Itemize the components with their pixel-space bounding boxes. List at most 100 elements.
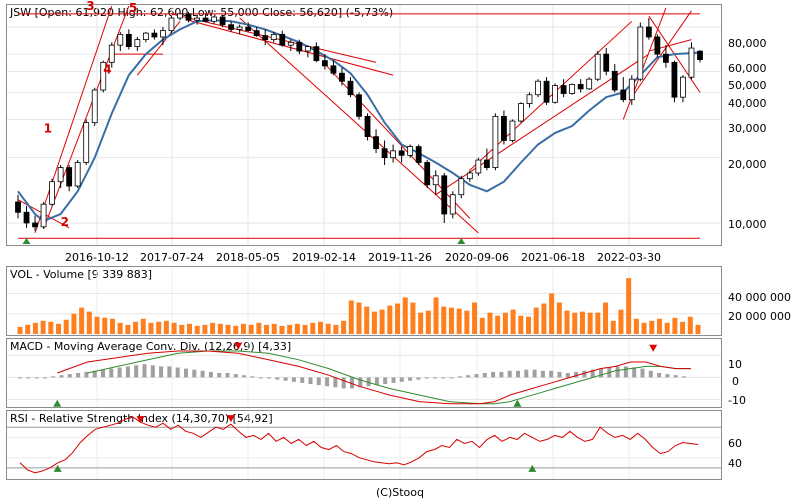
candle-body — [347, 80, 354, 96]
trendline — [43, 5, 130, 229]
macd-histogram-bar — [142, 364, 147, 378]
macd-histogram-bar — [482, 373, 487, 378]
volume-bar — [603, 302, 609, 334]
macd-histogram-bar — [457, 376, 462, 378]
macd-histogram-bar — [657, 373, 662, 378]
macd-histogram-bar — [474, 374, 479, 378]
candle-body — [680, 76, 686, 98]
volume-bar — [526, 316, 531, 334]
price-y-tick: 60,000 — [728, 62, 767, 75]
candle-body — [424, 162, 431, 186]
volume-bar — [564, 310, 570, 334]
volume-bar — [233, 325, 239, 334]
candle-body — [245, 26, 252, 32]
price-y-tick: 80,000 — [728, 37, 767, 50]
volume-bar — [649, 320, 655, 334]
macd-histogram-bar — [26, 377, 31, 379]
macd-y-tick: 10 — [728, 358, 742, 371]
volume-bar — [595, 312, 601, 334]
volume-bar — [86, 311, 92, 334]
macd-histogram-bar — [333, 377, 338, 388]
macd-histogram-bar — [109, 368, 114, 378]
volume-panel: VOL - Volume [9 339 883] — [6, 266, 722, 336]
price-y-tick: 30,000 — [728, 122, 767, 135]
wave-label: 5 — [129, 1, 137, 15]
macd-histogram-bar — [524, 369, 529, 378]
candle-body — [313, 46, 320, 62]
macd-signal-line — [87, 350, 691, 405]
buy-marker — [22, 238, 31, 244]
volume-bar — [695, 324, 701, 334]
volume-bar — [656, 318, 662, 334]
macd-histogram-bar — [615, 366, 620, 378]
volume-bar — [672, 317, 678, 334]
macd-histogram-bar — [549, 370, 554, 378]
volume-bar — [333, 324, 339, 334]
macd-histogram-bar — [341, 377, 346, 389]
volume-bar — [179, 324, 185, 334]
candle-body — [304, 46, 311, 52]
price-panel: JSW [Open: 61,920 High: 62,600 Low: 55,0… — [6, 4, 722, 246]
volume-bar — [687, 316, 693, 334]
macd-histogram-bar — [466, 375, 471, 378]
candle-body — [483, 159, 490, 168]
macd-histogram-bar — [200, 370, 205, 378]
macd-histogram-bar — [408, 377, 413, 381]
macd-histogram-bar — [540, 370, 545, 378]
macd-histogram-bar — [582, 370, 587, 378]
volume-bar — [472, 302, 478, 334]
candle-body — [57, 167, 64, 183]
candle-body — [49, 181, 55, 205]
macd-histogram-bar — [491, 371, 496, 378]
volume-bar — [379, 309, 385, 334]
candle-body — [560, 85, 567, 94]
macd-histogram-bar — [192, 369, 197, 378]
candle-body — [577, 84, 584, 90]
volume-bar — [633, 318, 639, 334]
price-y-tick: 20,000 — [728, 158, 767, 171]
candle-body — [74, 162, 81, 187]
volume-bar — [125, 324, 131, 334]
volume-bar — [71, 313, 77, 334]
volume-bar — [364, 306, 370, 334]
price-y-tick: 50,000 — [728, 79, 767, 92]
volume-bar — [102, 317, 108, 334]
volume-bar — [541, 303, 547, 334]
candle-body — [15, 201, 21, 213]
macd-histogram-bar — [682, 376, 686, 378]
macd-buy-marker — [53, 399, 62, 407]
macd-histogram-bar — [532, 369, 537, 378]
macd-sell-marker — [234, 342, 243, 350]
candle-body — [654, 36, 661, 55]
macd-histogram-bar — [557, 371, 562, 378]
macd-histogram-bar — [175, 367, 180, 378]
macd-histogram-bar — [233, 374, 238, 378]
candle-body — [296, 41, 303, 52]
x-tick-label: 2019-02-14 — [292, 251, 356, 264]
candle-body — [518, 103, 524, 122]
volume-bar — [302, 324, 308, 334]
candle-body — [91, 89, 98, 124]
macd-histogram-bar — [416, 377, 421, 380]
candle-body — [270, 33, 277, 41]
volume-bar — [626, 278, 632, 334]
rsi-buy-marker — [53, 464, 62, 472]
macd-sell-marker — [649, 344, 658, 352]
volume-bar — [40, 320, 46, 334]
volume-bar — [418, 312, 424, 334]
candle-body — [66, 167, 73, 187]
volume-bar — [94, 316, 100, 334]
volume-bar — [502, 312, 508, 334]
macd-histogram-bar — [308, 377, 313, 384]
volume-bar — [664, 322, 670, 334]
macd-histogram-bar — [125, 366, 130, 378]
macd-histogram-bar — [516, 370, 520, 378]
candle-body — [688, 47, 695, 78]
candle-body — [40, 203, 47, 228]
volume-bar — [225, 324, 231, 334]
candle-body — [168, 17, 175, 32]
x-tick-label: 2017-07-24 — [140, 251, 204, 264]
candle-body — [228, 24, 235, 30]
volume-bar — [402, 297, 408, 334]
rsi-sell-marker — [136, 416, 145, 424]
